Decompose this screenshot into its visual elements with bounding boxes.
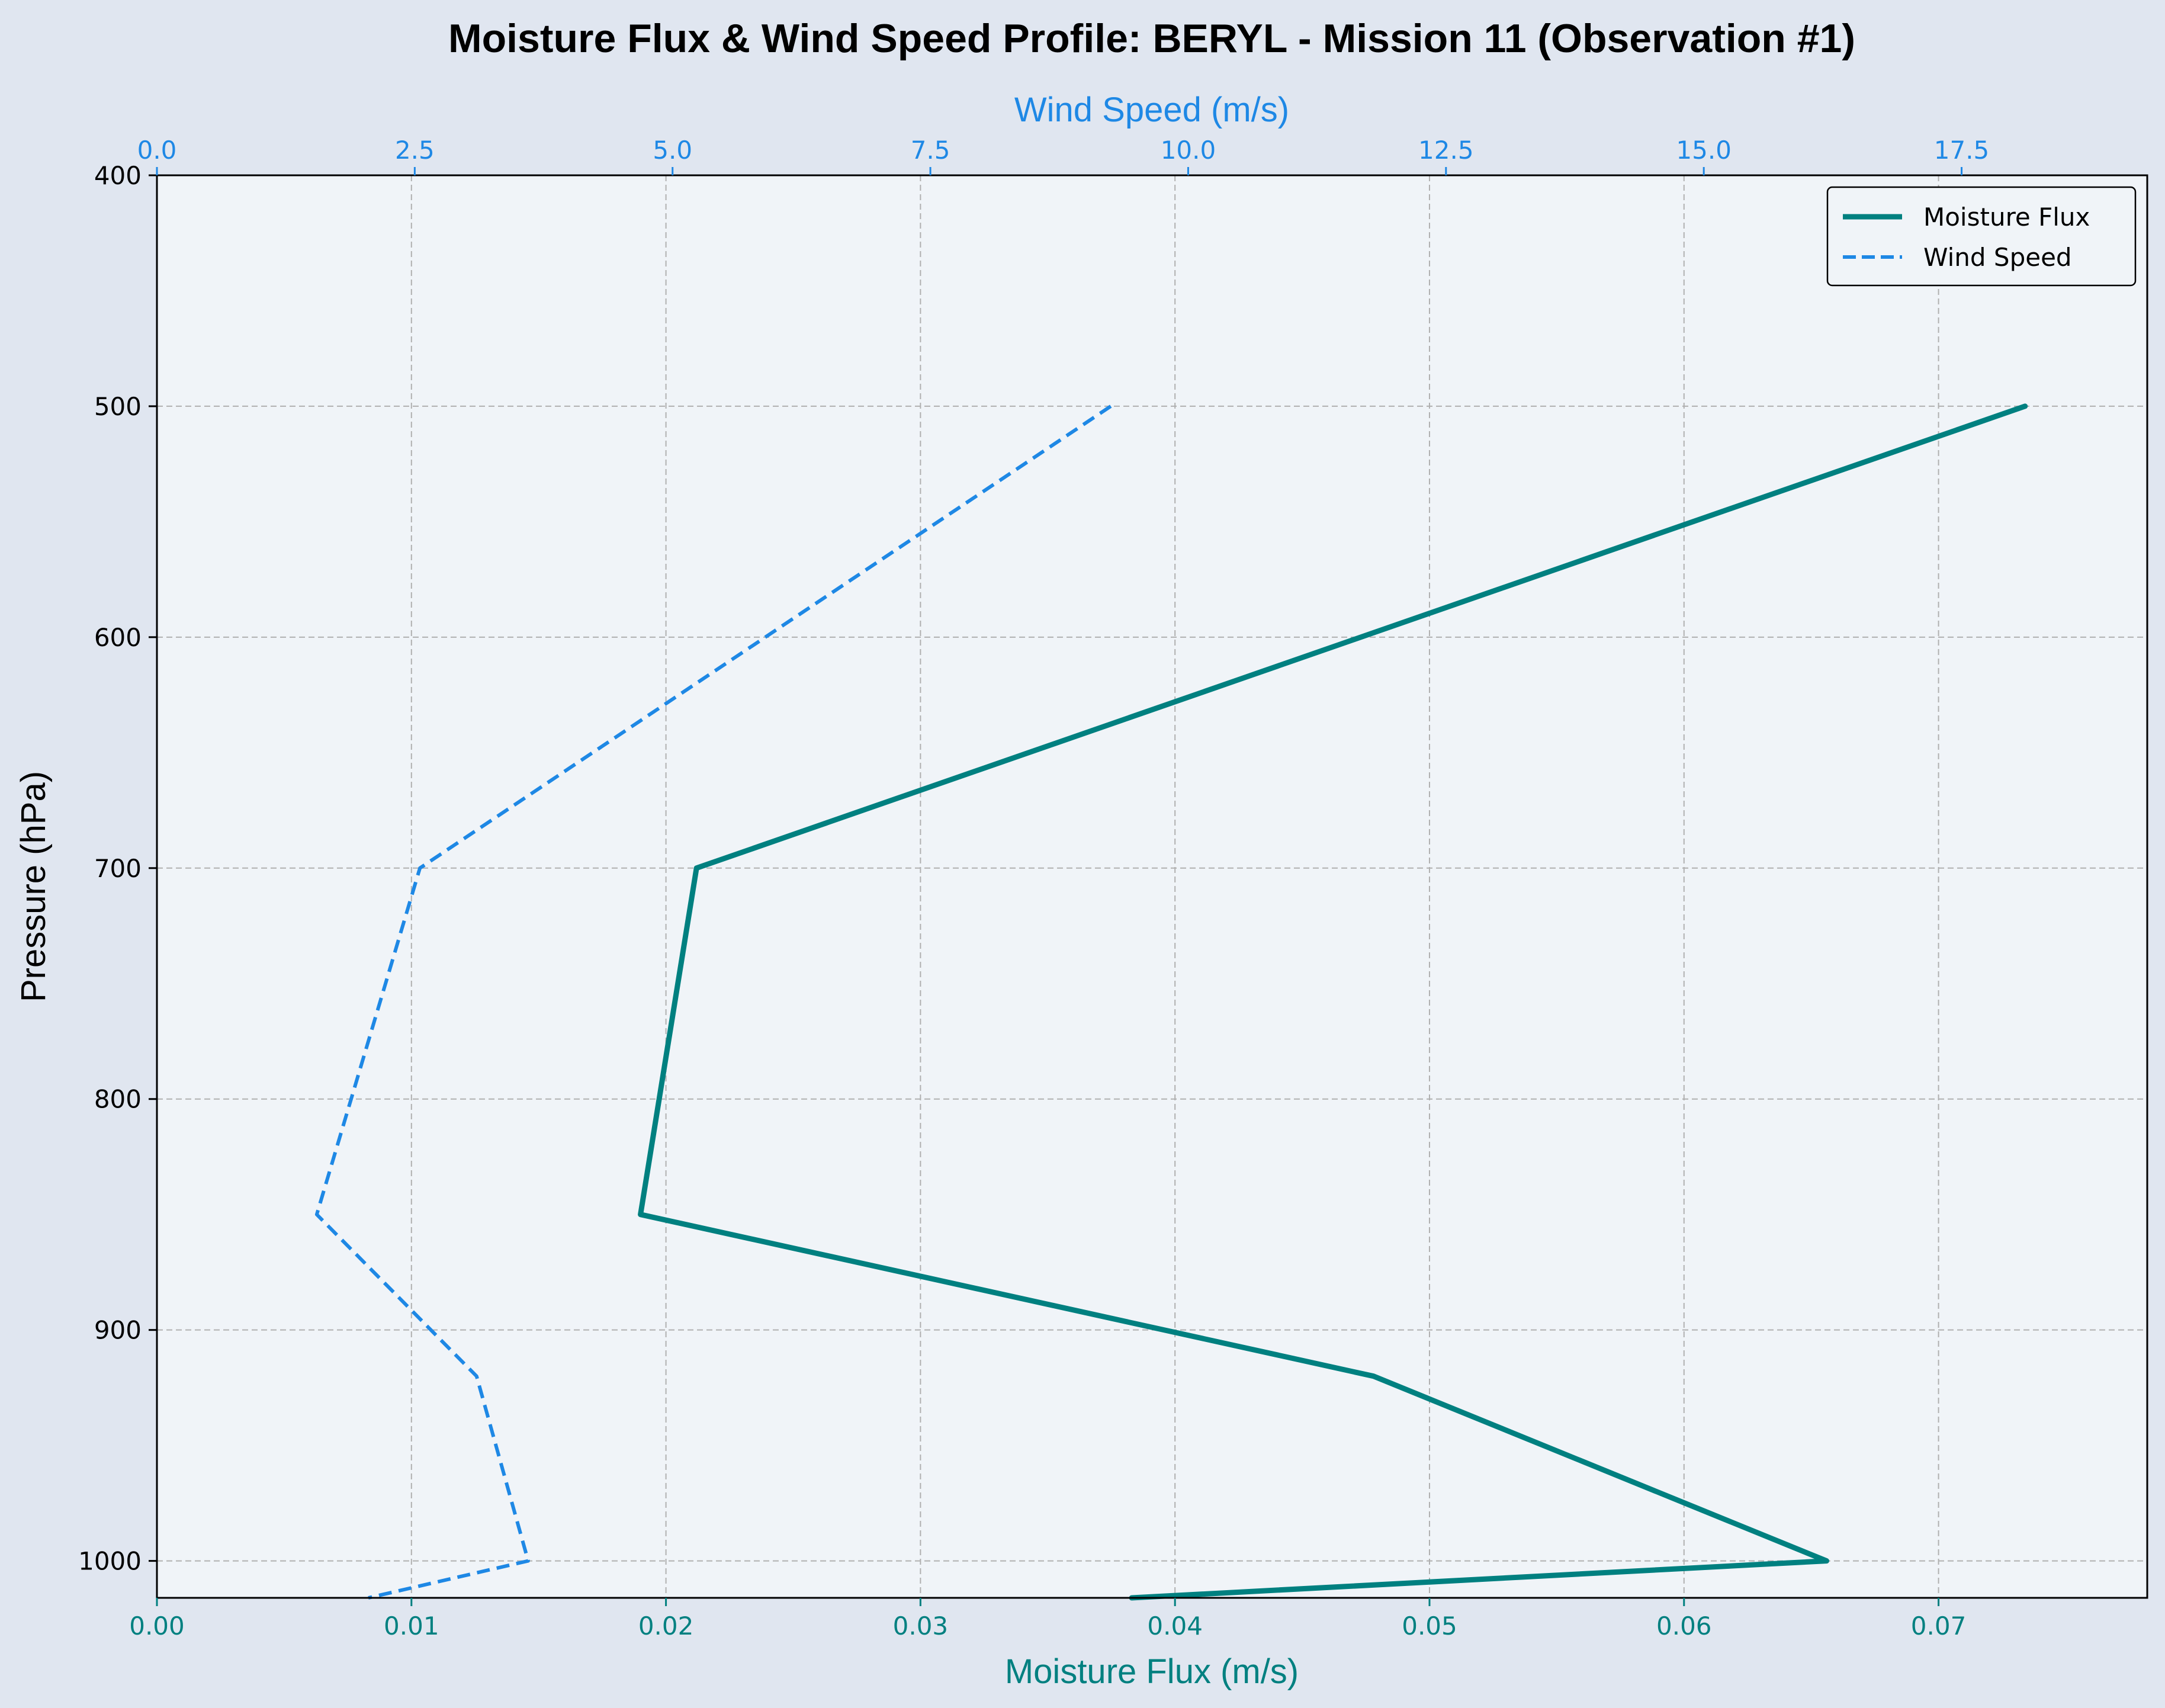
legend: Moisture Flux Wind Speed (1826, 186, 2137, 287)
y-tick-label: 800 (94, 1085, 142, 1114)
legend-moisture-flux-label: Moisture Flux (1923, 203, 2090, 232)
plot-frame (156, 174, 2148, 1599)
y-tick-label: 400 (94, 161, 142, 190)
top-axis-label: Wind Speed (m/s) (1014, 91, 1289, 129)
y-tick-label: 1000 (78, 1547, 142, 1576)
y-tick-label: 900 (94, 1316, 142, 1345)
top-x-tick-label: 2.5 (395, 136, 435, 165)
y-axis-label: Pressure (hPa) (14, 771, 53, 1002)
legend-box (1826, 186, 2137, 287)
top-x-tick-label: 10.0 (1161, 136, 1216, 165)
top-x-tick-label: 15.0 (1676, 136, 1732, 165)
bottom-x-tick-label: 0.01 (384, 1611, 439, 1640)
y-tick-label: 700 (94, 854, 142, 883)
plot-area (157, 175, 2147, 1598)
series-line-moisture-flux (638, 403, 2028, 1601)
top-x-axis: 0.0 2.5 5.0 7.5 10.0 12.5 15.0 17.5 (137, 136, 1990, 175)
chart-title: Moisture Flux & Wind Speed Profile: BERY… (448, 16, 1855, 61)
bottom-x-axis: 0.00 0.01 0.02 0.03 0.04 0.05 0.06 0.07 (129, 1598, 1966, 1640)
top-x-tick-label: 7.5 (911, 136, 950, 165)
y-tick-label: 500 (94, 392, 142, 421)
grid-lines (157, 175, 2147, 1598)
top-x-tick-label: 0.0 (137, 136, 177, 165)
bottom-x-tick-label: 0.07 (1911, 1611, 1967, 1640)
series-layer (314, 403, 2028, 1601)
bottom-x-tick-label: 0.05 (1402, 1611, 1457, 1640)
top-x-tick-label: 17.5 (1934, 136, 1990, 165)
bottom-x-tick-label: 0.00 (129, 1611, 185, 1640)
bottom-x-tick-label: 0.03 (893, 1611, 949, 1640)
bottom-axis-label: Moisture Flux (m/s) (1005, 1652, 1299, 1691)
top-x-tick-label: 5.0 (653, 136, 692, 165)
y-axis: 400 500 600 700 800 900 1000 (78, 161, 157, 1576)
series-line-wind-speed (314, 404, 1112, 1600)
legend-wind-speed-label: Wind Speed (1923, 243, 2072, 272)
bottom-x-tick-label: 0.02 (638, 1611, 694, 1640)
bottom-x-tick-label: 0.06 (1656, 1611, 1712, 1640)
y-tick-label: 600 (94, 623, 142, 652)
bottom-x-tick-label: 0.04 (1147, 1611, 1203, 1640)
top-x-tick-label: 12.5 (1418, 136, 1474, 165)
